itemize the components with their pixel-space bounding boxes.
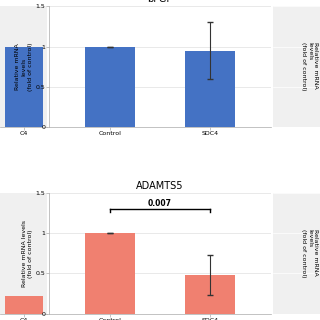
Bar [185,275,235,314]
Text: 0.007: 0.007 [148,199,172,208]
Y-axis label: Relative mRNA levels
(fold of control): Relative mRNA levels (fold of control) [21,220,33,287]
Bar [85,46,135,127]
Bar [185,51,235,127]
Title: ADAMTS5: ADAMTS5 [136,181,184,191]
Y-axis label: Relative mRNA
levels
(fold of control): Relative mRNA levels (fold of control) [15,42,33,91]
Text: Relative mRNA
levels
(fold of control): Relative mRNA levels (fold of control) [301,42,318,91]
Text: Relative mRNA
levels
(fold of control): Relative mRNA levels (fold of control) [301,229,318,278]
Bar [5,296,43,314]
Bar [85,233,135,314]
Bar [5,46,43,127]
Title: bFGF: bFGF [148,0,172,4]
